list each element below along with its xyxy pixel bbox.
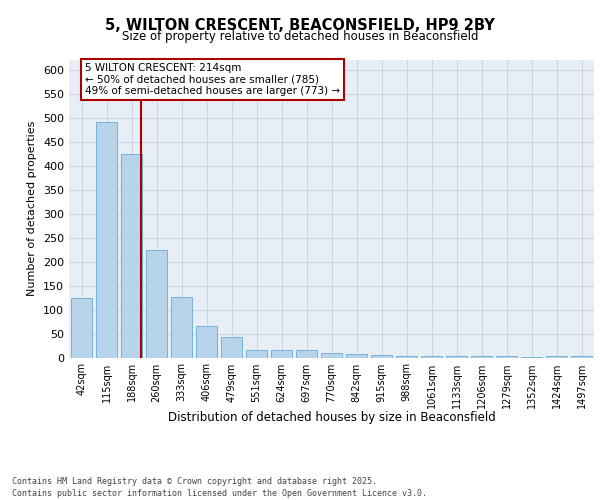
- Bar: [521, 356, 542, 358]
- Bar: [496, 356, 517, 358]
- Text: 5 WILTON CRESCENT: 214sqm
← 50% of detached houses are smaller (785)
49% of semi: 5 WILTON CRESCENT: 214sqm ← 50% of detac…: [85, 63, 340, 96]
- Bar: [296, 350, 317, 358]
- Bar: [446, 356, 467, 358]
- Bar: [96, 122, 117, 358]
- Bar: [396, 356, 417, 358]
- Bar: [421, 356, 442, 358]
- Bar: [121, 154, 142, 358]
- Bar: [271, 350, 292, 358]
- Bar: [471, 356, 492, 358]
- Bar: [246, 350, 267, 358]
- Bar: [371, 355, 392, 358]
- Bar: [221, 338, 242, 357]
- Bar: [571, 356, 592, 358]
- Bar: [546, 356, 567, 358]
- Text: Contains HM Land Registry data © Crown copyright and database right 2025.
Contai: Contains HM Land Registry data © Crown c…: [12, 476, 427, 498]
- Text: Size of property relative to detached houses in Beaconsfield: Size of property relative to detached ho…: [122, 30, 478, 43]
- Bar: [71, 298, 92, 358]
- Bar: [196, 326, 217, 358]
- Bar: [321, 352, 342, 358]
- Bar: [171, 296, 192, 358]
- Y-axis label: Number of detached properties: Number of detached properties: [28, 121, 37, 296]
- Text: 5, WILTON CRESCENT, BEACONSFIELD, HP9 2BY: 5, WILTON CRESCENT, BEACONSFIELD, HP9 2B…: [105, 18, 495, 32]
- Bar: [146, 250, 167, 358]
- X-axis label: Distribution of detached houses by size in Beaconsfield: Distribution of detached houses by size …: [167, 410, 496, 424]
- Bar: [346, 354, 367, 358]
